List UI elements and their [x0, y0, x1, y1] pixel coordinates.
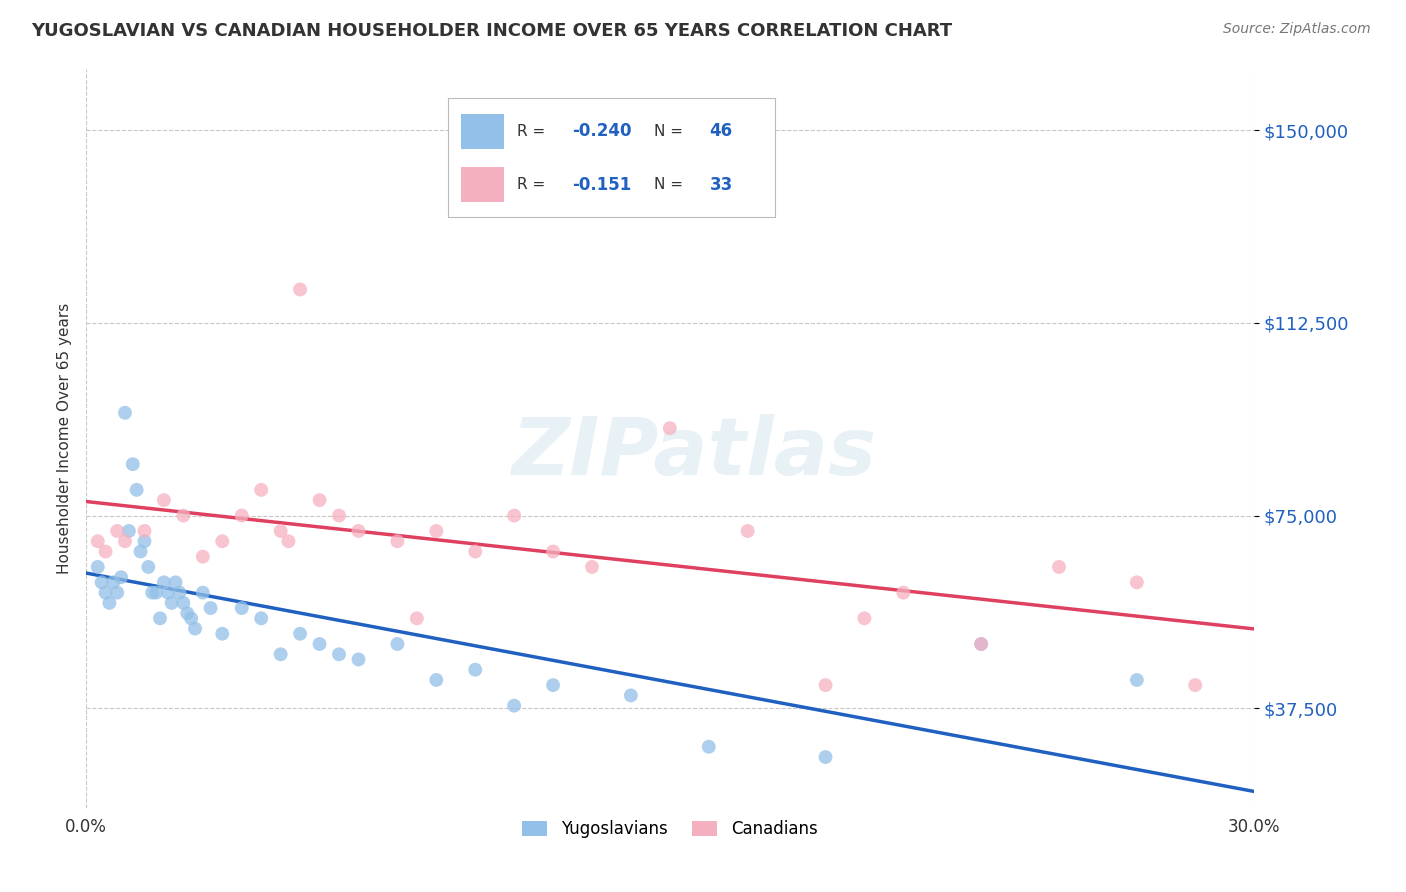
- Point: [405, 611, 427, 625]
- Text: Source: ZipAtlas.com: Source: ZipAtlas.com: [1223, 22, 1371, 37]
- Point: [156, 585, 179, 599]
- Point: [125, 483, 148, 497]
- Point: [153, 575, 176, 590]
- Point: [464, 663, 486, 677]
- Point: [114, 406, 136, 420]
- Point: [970, 637, 993, 651]
- Point: [191, 585, 214, 599]
- Point: [891, 585, 914, 599]
- Text: ZIPatlas: ZIPatlas: [510, 414, 876, 492]
- Point: [87, 534, 110, 549]
- Point: [541, 544, 564, 558]
- Point: [308, 493, 330, 508]
- Point: [970, 637, 993, 651]
- Point: [94, 544, 117, 558]
- Point: [853, 611, 876, 625]
- Point: [328, 648, 350, 662]
- Point: [149, 611, 172, 625]
- Point: [250, 611, 273, 625]
- Point: [328, 508, 350, 523]
- Point: [231, 601, 253, 615]
- Point: [98, 596, 121, 610]
- Point: [347, 524, 370, 538]
- Legend: Yugoslavians, Canadians: Yugoslavians, Canadians: [516, 814, 824, 845]
- Point: [134, 534, 156, 549]
- Y-axis label: Householder Income Over 65 years: Householder Income Over 65 years: [58, 303, 72, 574]
- Point: [1126, 575, 1149, 590]
- Point: [541, 678, 564, 692]
- Point: [620, 689, 643, 703]
- Point: [308, 637, 330, 651]
- Point: [277, 534, 299, 549]
- Point: [737, 524, 759, 538]
- Point: [105, 585, 128, 599]
- Point: [110, 570, 132, 584]
- Point: [138, 560, 160, 574]
- Point: [153, 493, 176, 508]
- Point: [211, 534, 233, 549]
- Point: [425, 673, 447, 687]
- Point: [581, 560, 603, 574]
- Point: [1047, 560, 1070, 574]
- Point: [160, 596, 183, 610]
- Point: [288, 626, 311, 640]
- Point: [697, 739, 720, 754]
- Point: [387, 534, 409, 549]
- Point: [1184, 678, 1206, 692]
- Point: [211, 626, 233, 640]
- Point: [464, 544, 486, 558]
- Point: [169, 585, 191, 599]
- Point: [191, 549, 214, 564]
- Point: [180, 611, 202, 625]
- Point: [121, 457, 143, 471]
- Point: [165, 575, 187, 590]
- Point: [118, 524, 141, 538]
- Text: YUGOSLAVIAN VS CANADIAN HOUSEHOLDER INCOME OVER 65 YEARS CORRELATION CHART: YUGOSLAVIAN VS CANADIAN HOUSEHOLDER INCO…: [31, 22, 952, 40]
- Point: [658, 421, 681, 435]
- Point: [250, 483, 273, 497]
- Point: [270, 648, 292, 662]
- Point: [114, 534, 136, 549]
- Point: [270, 524, 292, 538]
- Point: [288, 283, 311, 297]
- Point: [200, 601, 222, 615]
- Point: [145, 585, 167, 599]
- Point: [503, 508, 526, 523]
- Point: [172, 596, 194, 610]
- Point: [129, 544, 152, 558]
- Point: [503, 698, 526, 713]
- Point: [176, 606, 198, 620]
- Point: [172, 508, 194, 523]
- Point: [141, 585, 163, 599]
- Point: [94, 585, 117, 599]
- Point: [231, 508, 253, 523]
- Point: [814, 750, 837, 764]
- Point: [814, 678, 837, 692]
- Point: [1126, 673, 1149, 687]
- Point: [347, 652, 370, 666]
- Point: [90, 575, 112, 590]
- Point: [87, 560, 110, 574]
- Point: [105, 524, 128, 538]
- Point: [134, 524, 156, 538]
- Point: [387, 637, 409, 651]
- Point: [425, 524, 447, 538]
- Point: [184, 622, 207, 636]
- Point: [103, 575, 125, 590]
